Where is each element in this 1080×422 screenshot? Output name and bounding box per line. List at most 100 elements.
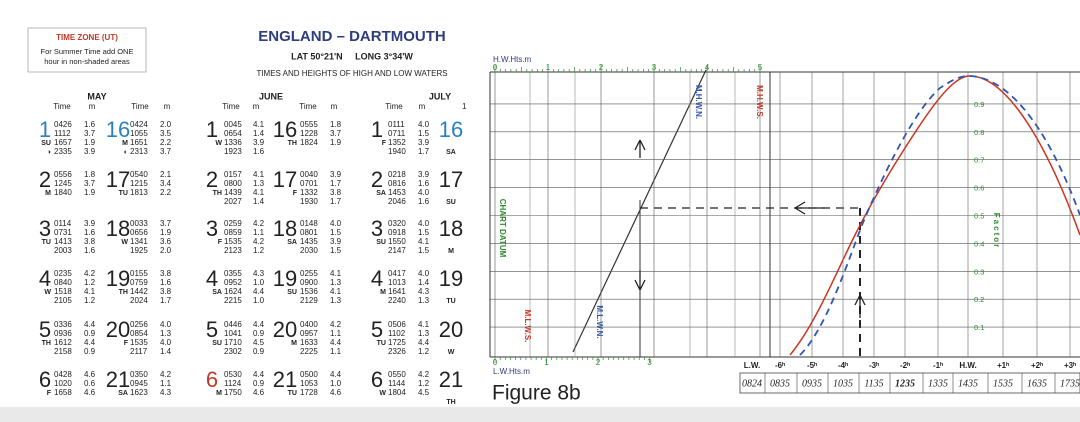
hw-scale-label: 2: [599, 63, 604, 72]
tide-height: 1.9: [330, 138, 342, 147]
tide-height: 4.0: [330, 219, 342, 228]
factor-tick-label: 0.5: [974, 211, 984, 220]
weekday: M: [122, 140, 128, 147]
tide-height: 4.4: [84, 320, 96, 329]
tide-time: 0114: [54, 219, 72, 228]
handwritten-time: 0824: [742, 378, 762, 389]
handwritten-time: 1135: [864, 378, 883, 389]
time-zone-box: [27, 27, 147, 73]
day-number: 1: [39, 117, 51, 142]
hw-scale-title: H.W.Hts.m: [493, 55, 532, 64]
tide-height: 0.9: [253, 329, 265, 338]
tide-time: 0155: [130, 269, 148, 278]
day-number: 6: [39, 367, 51, 392]
tide-height: 4.3: [253, 269, 265, 278]
tide-height: 1.5: [418, 246, 430, 255]
tide-time: 0033: [130, 219, 148, 228]
tide-height: 4.1: [84, 287, 96, 296]
tide-height: 4.0: [160, 320, 172, 329]
tide-height: 1.2: [84, 278, 96, 287]
tide-height: 3.7: [84, 129, 96, 138]
mhws-label: M.H.W.S.: [755, 85, 764, 119]
tide-height: 4.1: [418, 237, 430, 246]
tide-time: 0816: [388, 179, 406, 188]
tide-height: 1.5: [418, 129, 430, 138]
tide-time: 1612: [54, 338, 72, 347]
tide-time: 1923: [224, 147, 242, 156]
arrow: [634, 139, 646, 158]
tide-height: 3.9: [418, 138, 430, 147]
hour-label: -3ʰ: [869, 361, 879, 370]
tide-height: 3.7: [84, 179, 96, 188]
tide-time: 1124: [224, 379, 242, 388]
weekday: TU: [42, 239, 51, 246]
tide-time: 2326: [388, 347, 406, 356]
weekday: M: [216, 390, 222, 397]
tide-time: 1020: [54, 379, 72, 388]
tide-time: 1930: [300, 197, 318, 206]
time-zone-note: For Summer Time add ONE: [41, 47, 134, 56]
handwritten-time: 1335: [928, 378, 948, 389]
factor-title: Factor: [992, 213, 1001, 249]
tide-time: 1453: [388, 188, 406, 197]
tide-time: 1813: [130, 188, 148, 197]
tide-time: 0506: [388, 320, 406, 329]
tide-time: 1750: [224, 388, 242, 397]
column-header: m: [419, 102, 426, 111]
tide-time: 0801: [300, 228, 318, 237]
tide-height: 1.8: [84, 170, 96, 179]
tide-time: 2147: [388, 246, 406, 255]
tide-time: 0320: [388, 219, 406, 228]
tide-time: 2117: [130, 347, 148, 356]
subtitle: TIMES AND HEIGHTS OF HIGH AND LOW WATERS: [256, 69, 447, 78]
tide-height: 4.6: [84, 370, 96, 379]
tide-height: 1.6: [84, 246, 96, 255]
tide-height: 4.4: [84, 338, 96, 347]
tide-height: 4.1: [330, 269, 342, 278]
day-number: 16: [439, 117, 463, 142]
tide-time: 1633: [300, 338, 318, 347]
tide-height: 4.3: [160, 388, 172, 397]
day-number: 21: [273, 367, 297, 392]
tide-height: 0.6: [84, 379, 96, 388]
day-number: 20: [106, 317, 130, 342]
tide-time: 1336: [224, 138, 242, 147]
tide-height: 4.2: [418, 370, 430, 379]
column-header: m: [164, 102, 171, 111]
weekday: W: [121, 239, 128, 246]
weekday: TU: [377, 340, 386, 347]
tide-time: 1102: [388, 329, 406, 338]
tide-height: 1.2: [253, 246, 265, 255]
tide-time: 2129: [300, 296, 318, 305]
weekday: SU: [287, 289, 297, 296]
weekday: TU: [446, 298, 455, 305]
handwritten-time: 1735: [1060, 378, 1080, 389]
tide-time: 0540: [130, 170, 148, 179]
lw-scale-label: 1: [544, 358, 549, 367]
tide-time: 1824: [300, 138, 318, 147]
tide-height: 4.0: [160, 338, 172, 347]
tide-height: 1.3: [330, 296, 342, 305]
tide-time: 2003: [54, 246, 72, 255]
day-number: 5: [39, 317, 51, 342]
weekday: SA: [118, 390, 128, 397]
tide-height: 1.3: [418, 329, 430, 338]
tide-time: 0235: [54, 269, 72, 278]
tide-time: 2030: [300, 246, 318, 255]
tide-height: 1.7: [330, 179, 342, 188]
tide-time: 1728: [300, 388, 318, 397]
tide-time: 1535: [224, 237, 242, 246]
tide-height: 1.6: [160, 278, 172, 287]
tide-time: 1804: [388, 388, 406, 397]
tide-height: 4.1: [418, 320, 430, 329]
factor-tick-label: 0.7: [974, 156, 984, 165]
tide-height: 4.1: [253, 170, 265, 179]
tide-time: 2027: [224, 197, 242, 206]
tide-time: 0759: [130, 278, 148, 287]
day-number: 19: [439, 266, 463, 291]
tide-height: 3.7: [160, 147, 172, 156]
day-number: 16: [106, 117, 130, 142]
tide-height: 1.0: [253, 278, 265, 287]
factor-tick-label: 0.6: [974, 184, 984, 193]
tide-time: 1536: [300, 287, 318, 296]
